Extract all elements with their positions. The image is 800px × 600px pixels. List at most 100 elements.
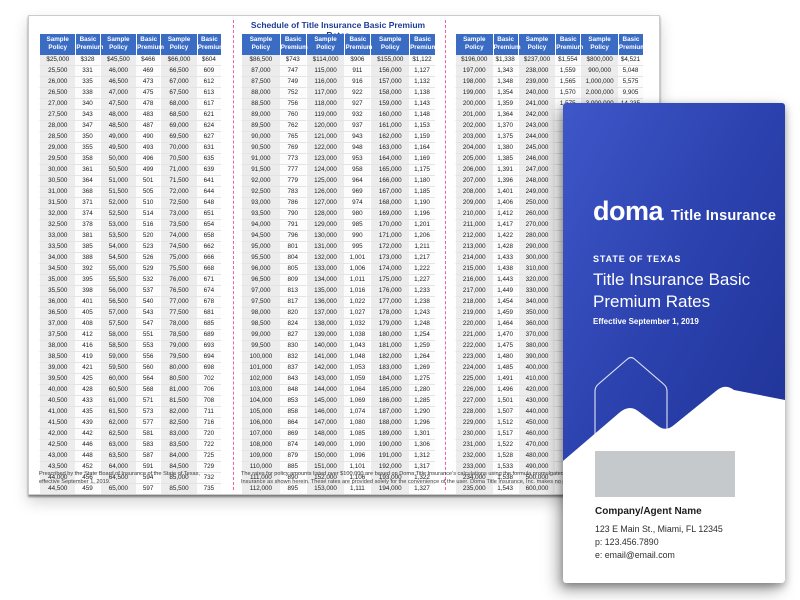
basic-premium-value: 1,354 [492, 88, 518, 99]
sample-policy-value: 218,000 [455, 297, 493, 308]
rate-row: 26,000 335 46,500 473 67,000 612 [39, 77, 221, 88]
basic-premium-value: 514 [136, 209, 161, 220]
basic-premium-value: 1,375 [492, 132, 518, 143]
basic-premium-value: 1,048 [344, 352, 371, 363]
rate-row: 105,000 858 146,000 1,074 187,000 1,290 [241, 407, 435, 418]
sample-policy-value: 131,000 [305, 242, 345, 253]
sample-policy-value: 95,000 [241, 242, 280, 253]
basic-premium-value: 1,570 [555, 88, 581, 99]
sample-policy-value: 42,500 [39, 440, 76, 451]
sample-policy-value: 42,000 [39, 429, 76, 440]
basic-premium-value: 1,254 [409, 330, 435, 341]
rate-row: 108,000 874 149,000 1,090 190,000 1,306 [241, 440, 435, 451]
sample-policy-value: 49,000 [99, 132, 137, 143]
sample-policy-header: Sample Policy [517, 34, 556, 55]
basic-premium-value: 694 [196, 352, 221, 363]
rate-row: 30,500 364 51,000 501 71,500 641 [39, 176, 221, 187]
sample-policy-value: 290,000 [517, 242, 556, 253]
basic-premium-value: 331 [75, 66, 100, 77]
sample-policy-value: 36,500 [39, 308, 76, 319]
brochure-cover: doma Title Insurance STATE OF TEXAS Titl… [563, 103, 785, 583]
rate-row: 31,500 371 52,000 510 72,500 648 [39, 198, 221, 209]
sample-policy-value: 26,000 [39, 77, 76, 88]
basic-premium-value: 1,417 [492, 220, 518, 231]
sample-policy-value: 169,000 [370, 209, 410, 220]
sample-policy-value: 59,500 [99, 363, 137, 374]
sample-policy-value: 79,000 [160, 341, 197, 352]
sample-policy-value: 26,500 [39, 88, 76, 99]
basic-premium-value: 405 [75, 308, 100, 319]
basic-premium-value: 583 [136, 440, 161, 451]
basic-premium-value: 355 [75, 143, 100, 154]
basic-premium-value: 1,264 [409, 352, 435, 363]
rate-row: 38,500 419 59,000 556 79,500 694 [39, 352, 221, 363]
basic-premium-value: 786 [279, 198, 306, 209]
sample-policy-value: 235,000 [455, 484, 493, 494]
sample-policy-value: 75,000 [160, 253, 197, 264]
basic-premium-value: 1,491 [492, 374, 518, 385]
sample-policy-value: 170,000 [370, 220, 410, 231]
sample-policy-value: 107,000 [241, 429, 280, 440]
basic-premium-header: Basic Premium [409, 34, 437, 55]
rate-row: 95,000 801 131,000 995 172,000 1,211 [241, 242, 435, 253]
basic-premium-value: 1,201 [409, 220, 435, 231]
basic-premium-value: 671 [196, 275, 221, 286]
sample-policy-value: 128,000 [305, 209, 345, 220]
sample-policy-value: 31,500 [39, 198, 76, 209]
footnote-line: effective September 1, 2019. [39, 478, 111, 485]
rate-row: 29,000 355 49,500 493 70,000 631 [39, 143, 221, 154]
sample-policy-value: 83,500 [160, 440, 197, 451]
sample-policy-value: 32,500 [39, 220, 76, 231]
sample-policy-value: 240,000 [517, 88, 556, 99]
sample-policy-value: 29,000 [39, 143, 76, 154]
basic-premium-value: 361 [75, 165, 100, 176]
basic-premium-value: 916 [344, 77, 371, 88]
sample-policy-value: 244,000 [517, 132, 556, 143]
rate-row: 95,500 804 132,000 1,001 173,000 1,217 [241, 253, 435, 264]
basic-premium-value: 749 [279, 77, 306, 88]
sample-policy-value: 85,500 [160, 484, 197, 494]
sample-policy-value: 187,000 [370, 407, 410, 418]
basic-premium-value: 1,053 [344, 363, 371, 374]
rate-panel-middle: Sample Policy Basic Premium Sample Policy Basi… [241, 34, 437, 494]
sample-policy-value: 81,500 [160, 396, 197, 407]
basic-premium-value: 452 [75, 462, 100, 473]
basic-premium-value: 392 [75, 264, 100, 275]
sample-policy-value: 84,000 [160, 451, 197, 462]
basic-premium-value: 1,132 [409, 77, 435, 88]
basic-premium-value: $1,554 [555, 55, 581, 66]
basic-premium-value: 473 [136, 77, 161, 88]
basic-premium-value: 1,238 [409, 297, 435, 308]
sample-policy-value: 125,000 [305, 176, 345, 187]
rate-row: 42,000 442 62,500 581 83,000 720 [39, 429, 221, 440]
sample-policy-value: 89,500 [241, 121, 280, 132]
sample-policy-value: 98,500 [241, 319, 280, 330]
sample-policy-value: 205,000 [455, 154, 493, 165]
rate-row: 91,500 777 124,000 958 165,000 1,175 [241, 165, 435, 176]
basic-premium-value: $328 [75, 55, 100, 66]
sample-policy-value: 164,000 [370, 154, 410, 165]
basic-premium-value: 347 [75, 121, 100, 132]
sample-policy-value: $237,000 [517, 55, 556, 66]
sample-policy-value: 116,000 [305, 77, 345, 88]
basic-premium-value: 990 [344, 231, 371, 242]
sample-policy-value: 61,500 [99, 407, 137, 418]
sample-policy-value: 186,000 [370, 396, 410, 407]
basic-premium-value: 1,343 [492, 66, 518, 77]
rate-row: 111,000 890 152,000 1,106 193,000 1,322 [241, 473, 435, 484]
sample-policy-value: 31,000 [39, 187, 76, 198]
rate-table-middle: Sample Policy Basic Premium Sample Policy Basi… [241, 34, 437, 494]
basic-premium-value: 824 [279, 319, 306, 330]
sample-policy-value: 47,000 [99, 88, 137, 99]
rate-row: 41,500 439 62,000 577 82,500 716 [39, 418, 221, 429]
sample-policy-value: 185,000 [370, 385, 410, 396]
basic-premium-value: 1,565 [555, 77, 581, 88]
basic-premium-value: 765 [279, 132, 306, 143]
basic-premium-value: 1,306 [409, 440, 435, 451]
basic-premium-value: 1,275 [409, 374, 435, 385]
basic-premium-value: 689 [196, 330, 221, 341]
rate-row: 96,500 809 134,000 1,011 175,000 1,227 [241, 275, 435, 286]
sample-policy-value: 100,000 [241, 352, 280, 363]
rate-row: 34,500 392 55,000 529 75,500 668 [39, 264, 221, 275]
rate-row: 92,500 783 126,000 969 167,000 1,185 [241, 187, 435, 198]
